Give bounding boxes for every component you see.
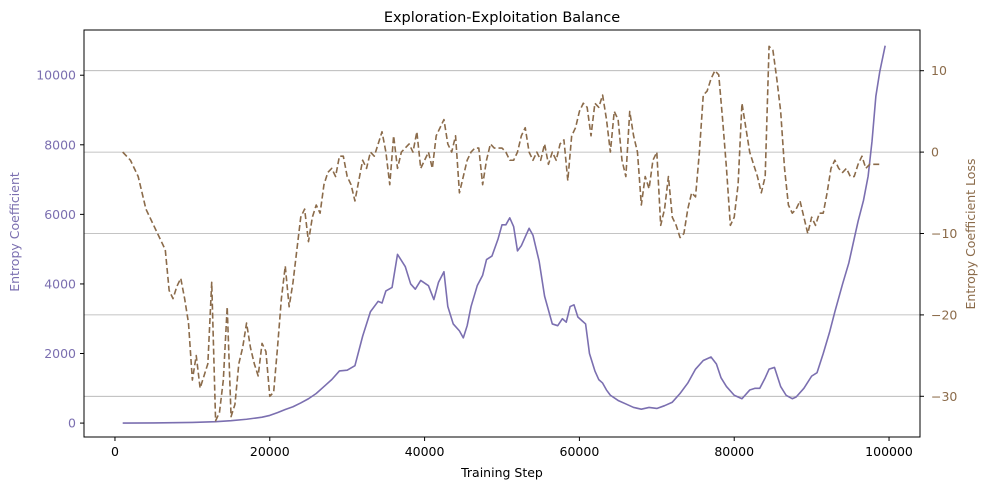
x-tick-label: 40000 xyxy=(405,444,445,459)
right-y-tick-label: 10 xyxy=(931,63,947,78)
left-y-tick-label: 4000 xyxy=(44,276,76,291)
left-y-tick-label: 6000 xyxy=(44,207,76,222)
plot-lines xyxy=(122,45,886,424)
x-axis-label: Training Step xyxy=(460,465,543,480)
left-y-tick-label: 2000 xyxy=(44,346,76,361)
entropy-coefficient-line xyxy=(122,45,886,424)
entropy-coefficient-loss-line xyxy=(122,45,882,422)
right-y-axis: −30 −20 −10 0 10 xyxy=(920,63,957,404)
left-y-tick-label: 10000 xyxy=(36,68,76,83)
left-y-tick-label: 0 xyxy=(68,416,76,431)
left-y-tick-label: 8000 xyxy=(44,137,76,152)
x-tick-label: 0 xyxy=(111,444,119,459)
x-tick-label: 100000 xyxy=(865,444,913,459)
right-y-tick-label: 0 xyxy=(931,145,939,160)
left-y-axis: 0 2000 4000 6000 8000 10000 xyxy=(36,68,84,431)
right-y-axis-label: Entropy Coefficient Loss xyxy=(963,159,978,310)
x-tick-label: 80000 xyxy=(714,444,754,459)
chart-title: Exploration-Exploitation Balance xyxy=(384,10,620,26)
x-axis: 0 20000 40000 60000 80000 100000 xyxy=(111,437,913,459)
right-y-tick-label: −20 xyxy=(931,307,957,322)
x-tick-label: 60000 xyxy=(560,444,600,459)
right-y-tick-label: −10 xyxy=(931,226,957,241)
x-tick-label: 20000 xyxy=(250,444,290,459)
grid xyxy=(84,70,920,397)
left-y-axis-label: Entropy Coefficient xyxy=(7,172,22,292)
right-y-tick-label: −30 xyxy=(931,389,957,404)
